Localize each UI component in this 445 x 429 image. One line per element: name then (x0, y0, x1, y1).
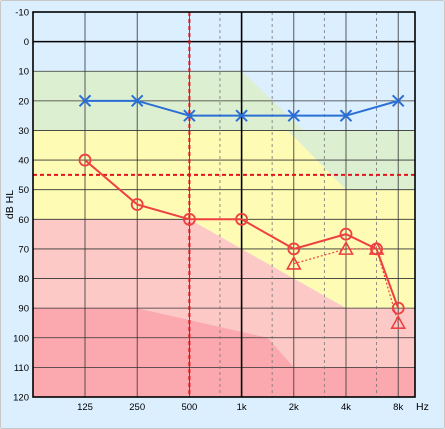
x-tick-label: 1k (237, 402, 247, 413)
circle-marker (130, 198, 144, 211)
circle-marker (235, 212, 249, 226)
triangle-marker (368, 240, 385, 255)
y-tick-label: 70 (18, 244, 29, 255)
series-layer (78, 94, 407, 329)
y-tick-label: 40 (18, 156, 29, 167)
y-tick-label: 120 (13, 393, 29, 404)
y-tick-label: -10 (15, 8, 29, 19)
x-marker (287, 109, 301, 122)
circle-marker (339, 227, 353, 241)
x-axis-unit: Hz (416, 401, 429, 413)
y-tick-label: 20 (18, 96, 29, 107)
x-tick-label: 125 (77, 402, 93, 413)
y-tick-label: 80 (18, 274, 29, 285)
y-tick-label: 110 (14, 363, 29, 374)
y-tick-label: 50 (18, 185, 29, 196)
band-severe (33, 308, 415, 397)
y-tick-label: 10 (18, 67, 29, 78)
triangle-marker (338, 240, 354, 255)
y-tick-label: 0 (24, 37, 29, 48)
circle-marker (391, 301, 405, 315)
y-axis-label: dB HL (4, 190, 16, 219)
x-tick-label: 250 (129, 402, 145, 413)
y-tick-label: 30 (18, 126, 29, 137)
x-tick-label: 8k (393, 402, 403, 413)
series-triangle-line (293, 248, 399, 324)
circle-marker (78, 153, 92, 167)
y-tick-label: 100 (13, 333, 29, 344)
triangle-marker (285, 255, 302, 270)
x-marker (235, 109, 248, 122)
x-tick-label: 500 (181, 402, 197, 413)
x-marker (391, 94, 405, 108)
severity-bands (33, 12, 415, 397)
x-marker (78, 94, 92, 108)
circle-marker (182, 212, 196, 226)
x-marker (339, 109, 353, 122)
circle-marker (287, 242, 301, 256)
y-tick-label: 60 (18, 215, 29, 226)
x-marker (130, 94, 144, 108)
x-marker (183, 109, 196, 122)
band-moderate (33, 219, 415, 368)
plot-border (32, 11, 416, 398)
x-tick-label: 2k (289, 402, 299, 413)
reference-lines (33, 12, 415, 397)
triangle-marker (390, 314, 407, 329)
grid (33, 11, 415, 398)
x-tick-label: 4k (341, 402, 351, 413)
y-tick-label: 90 (18, 304, 29, 315)
axes: -10 0 10 20 30 40 50 60 70 80 90 100 110 120 125 250 500… (4, 8, 429, 414)
